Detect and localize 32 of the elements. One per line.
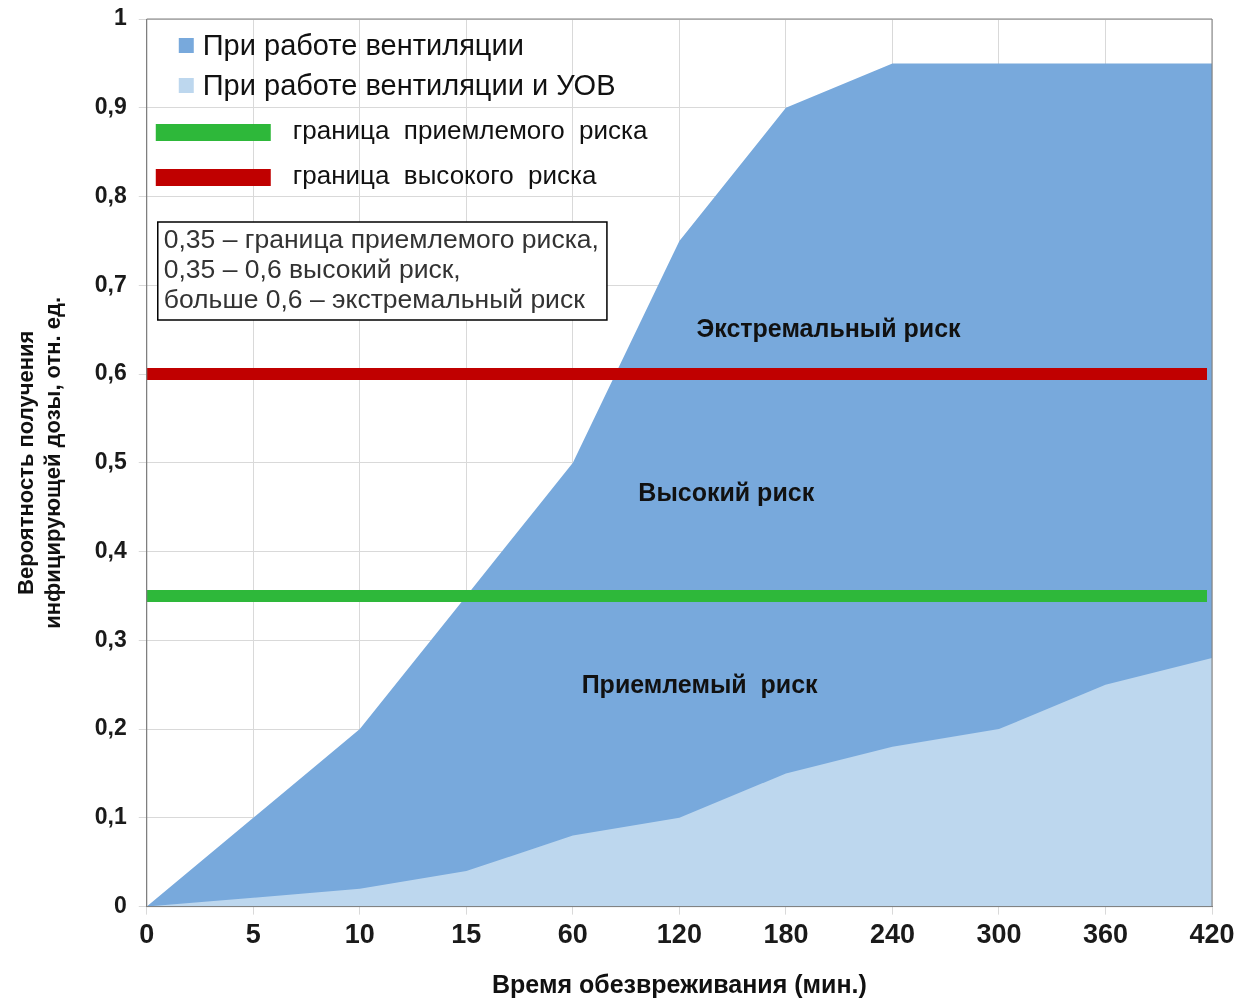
y-tick-label: 0,8 [94,181,127,208]
y-tick-label: 0 [113,891,127,918]
x-tick-label: 120 [656,919,702,950]
y-tick-label: 1 [113,4,127,31]
y-axis-title: Вероятность получения инфицирующей дозы, отн. ед. [13,296,65,629]
y-tick-label: 0,7 [94,270,127,297]
y-tick-label: 0,9 [94,93,127,120]
x-tick-label: 180 [763,919,809,950]
annotation: 0,35 – граница приемлемого риска, 0,35 – 0,6 высокий риск, больше 0,6 – экстремальный риск [163,224,599,315]
legend-label: граница приемлемого риска [292,115,648,146]
legend-label: При работе вентиляции [202,29,524,61]
annotation: Экстремальный риск [696,314,962,343]
annotation: Высокий риск [638,477,815,506]
y-tick-label: 0,5 [94,448,127,475]
x-tick-label: 0 [139,919,155,950]
annotation: Приемлемый риск [581,670,819,699]
x-tick-label: 360 [1082,919,1129,950]
x-tick-label: 10 [344,919,375,950]
x-tick-label: 15 [451,919,482,950]
x-axis-title: Время обезвреживания (мин.) [492,969,867,998]
y-tick-label: 0,1 [94,803,127,830]
x-tick-label: 5 [245,919,261,950]
x-tick-label: 60 [557,919,588,950]
y-tick-label: 0,3 [94,625,127,652]
x-tick-label: 240 [869,919,915,950]
x-tick-label: 420 [1189,919,1235,950]
legend-label: граница высокого риска [292,160,597,191]
legend-label: При работе вентиляции и УОВ [202,69,616,101]
y-tick-label: 0,6 [94,359,127,386]
y-tick-label: 0,4 [94,536,127,563]
y-tick-label: 0,2 [94,714,127,741]
x-tick-label: 300 [976,919,1022,950]
